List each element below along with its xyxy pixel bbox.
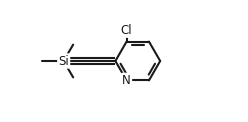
Text: Cl: Cl [121,24,132,37]
Text: Si: Si [58,55,69,67]
Text: N: N [122,74,131,87]
